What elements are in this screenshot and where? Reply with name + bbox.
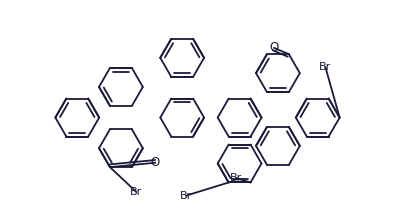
Text: Br: Br: [229, 173, 242, 183]
Text: O: O: [269, 41, 279, 54]
Text: O: O: [151, 156, 160, 169]
Text: Br: Br: [130, 187, 142, 197]
Text: Br: Br: [180, 191, 192, 201]
Text: Br: Br: [319, 62, 331, 72]
